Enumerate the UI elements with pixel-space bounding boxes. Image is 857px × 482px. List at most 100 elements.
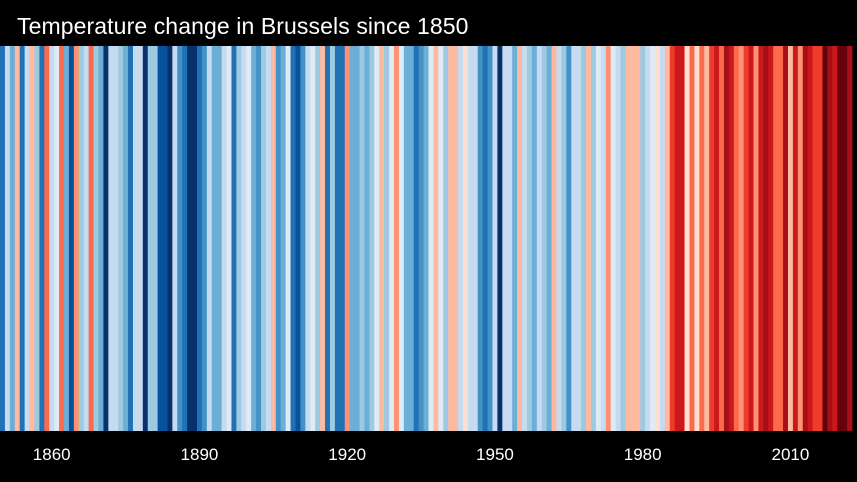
stripe-1980 [640, 46, 646, 431]
stripe-2015 [812, 46, 818, 431]
stripe-2007 [773, 46, 779, 431]
stripe-1954 [512, 46, 518, 431]
stripe-1934 [413, 46, 420, 431]
stripe-1989 [684, 46, 690, 431]
stripe-1924 [364, 46, 370, 431]
stripe-1943 [458, 46, 464, 431]
stripe-1948 [482, 46, 488, 431]
stripe-1984 [659, 46, 666, 431]
stripe-2021 [842, 46, 848, 431]
stripe-1951 [497, 46, 503, 431]
stripe-1955 [517, 46, 523, 431]
stripe-1850 [0, 46, 6, 431]
x-tick-label-1890: 1890 [181, 445, 219, 464]
stripe-1926 [374, 46, 380, 431]
stripe-1915 [320, 46, 326, 431]
stripe-1916 [325, 46, 331, 431]
stripe-1964 [561, 46, 567, 431]
stripe-1947 [477, 46, 484, 431]
stripe-1937 [428, 46, 434, 431]
stripe-1884 [167, 46, 173, 431]
stripe-1967 [576, 46, 582, 431]
stripe-1852 [9, 46, 16, 431]
stripe-2013 [802, 46, 809, 431]
stripe-1919 [339, 46, 346, 431]
stripe-1912 [305, 46, 311, 431]
stripe-1932 [403, 46, 410, 431]
stripe-1879 [142, 46, 149, 431]
stripe-1942 [453, 46, 459, 431]
stripe-2001 [743, 46, 749, 431]
stripe-1940 [443, 46, 449, 431]
stripe-1946 [472, 46, 479, 431]
stripe-2018 [827, 46, 833, 431]
stripe-1987 [674, 46, 681, 431]
stripe-1897 [231, 46, 237, 431]
stripe-1893 [211, 46, 218, 431]
stripe-1953 [507, 46, 513, 431]
stripe-1978 [630, 46, 636, 431]
x-tick-label-2010: 2010 [772, 445, 810, 464]
stripe-2003 [753, 46, 759, 431]
stripes-group [0, 46, 853, 431]
stripe-1981 [645, 46, 651, 431]
stripe-1889 [192, 46, 198, 431]
stripe-1871 [103, 46, 109, 431]
stripe-1907 [280, 46, 287, 431]
stripe-1898 [236, 46, 242, 431]
stripe-1985 [664, 46, 671, 431]
stripe-1962 [551, 46, 557, 431]
stripe-1856 [29, 46, 35, 431]
stripe-1992 [699, 46, 705, 431]
stripe-1979 [635, 46, 641, 431]
stripe-1923 [359, 46, 365, 431]
stripe-2012 [797, 46, 804, 431]
stripe-2019 [832, 46, 838, 431]
stripe-1901 [251, 46, 257, 431]
stripe-1885 [172, 46, 178, 431]
stripe-1960 [541, 46, 548, 431]
stripe-1958 [531, 46, 538, 431]
stripe-1851 [4, 46, 11, 431]
stripe-1969 [586, 46, 592, 431]
stripe-1996 [719, 46, 725, 431]
stripe-1921 [349, 46, 355, 431]
stripe-1991 [694, 46, 700, 431]
stripe-2000 [738, 46, 745, 431]
stripe-1859 [44, 46, 50, 431]
stripe-1997 [723, 46, 730, 431]
stripe-1899 [241, 46, 247, 431]
stripe-1854 [19, 46, 26, 431]
stripes-plot: 1860 1890 1920 1950 1980 2010 [0, 46, 857, 482]
stripe-1887 [182, 46, 188, 431]
stripe-1864 [68, 46, 75, 431]
stripe-1933 [408, 46, 415, 431]
stripe-2004 [758, 46, 764, 431]
x-tick-label-1920: 1920 [328, 445, 366, 464]
stripe-1904 [265, 46, 272, 431]
stripe-1957 [526, 46, 533, 431]
stripe-1994 [709, 46, 715, 431]
stripe-1891 [201, 46, 208, 431]
stripe-1905 [270, 46, 277, 431]
stripe-1881 [152, 46, 158, 431]
stripe-1999 [733, 46, 740, 431]
stripe-1878 [137, 46, 144, 431]
stripe-1973 [605, 46, 612, 431]
stripe-2022 [847, 46, 853, 431]
stripe-1990 [689, 46, 695, 431]
stripe-1982 [650, 46, 656, 431]
stripe-1950 [492, 46, 498, 431]
stripe-1868 [88, 46, 94, 431]
stripe-1867 [83, 46, 90, 431]
stripe-1925 [369, 46, 375, 431]
stripe-2005 [763, 46, 769, 431]
stripe-1873 [113, 46, 119, 431]
stripe-1941 [448, 46, 454, 431]
stripe-1861 [54, 46, 60, 431]
stripe-1968 [581, 46, 587, 431]
stripe-2017 [822, 46, 828, 431]
stripe-1858 [39, 46, 45, 431]
stripe-1974 [610, 46, 617, 431]
stripe-1892 [206, 46, 213, 431]
